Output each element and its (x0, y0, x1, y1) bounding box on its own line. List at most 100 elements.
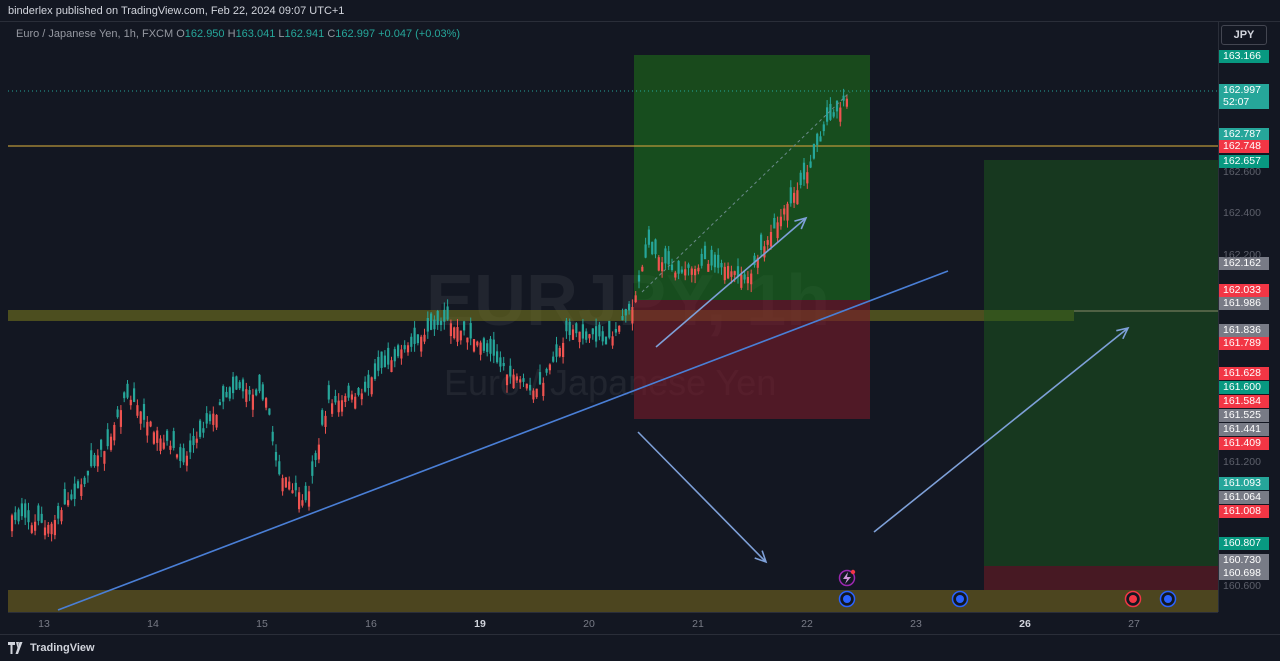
candle-body (278, 461, 281, 475)
candle-body (601, 331, 604, 342)
candle-body (515, 376, 518, 381)
candle-body (670, 264, 674, 271)
candle-body (241, 379, 245, 392)
candle-body (634, 295, 637, 303)
time-tick-label: 23 (910, 618, 922, 630)
price-tick-label: 160.600 (1223, 580, 1261, 592)
candle-body (707, 263, 710, 272)
candle-body (403, 345, 406, 350)
candle-body (604, 336, 608, 345)
candle-body (631, 307, 634, 324)
candle-body (555, 344, 558, 357)
candle-body (311, 461, 314, 476)
time-tick-label: 15 (256, 618, 268, 630)
candle-body (331, 403, 334, 414)
legend-open: 162.950 (184, 28, 225, 40)
candle-body (86, 470, 89, 476)
candle-body (307, 491, 311, 507)
tradingview-logo[interactable]: TradingView (8, 642, 95, 654)
candle-body (773, 218, 776, 229)
candle-body (321, 410, 324, 425)
candle-body (146, 421, 149, 436)
time-axis[interactable]: 13 14 15 16 19 20 21 22 23 26 27 (8, 612, 1218, 634)
candle-body (806, 172, 809, 184)
candle-body (63, 489, 66, 505)
notification-dot (850, 569, 856, 575)
candle-body (760, 234, 763, 251)
candle-body (20, 503, 23, 517)
candle-body (274, 451, 278, 461)
candle-body (436, 310, 439, 325)
candle-body (370, 377, 373, 395)
arrow-up-2 (873, 327, 1129, 533)
flash-glyph-icon (843, 572, 851, 584)
candle-body (575, 323, 578, 334)
time-tick-label: 14 (147, 618, 159, 630)
candle-body (208, 414, 212, 422)
price-axis[interactable] (1218, 22, 1280, 612)
candle-body (67, 500, 70, 506)
price-label: 162.997 (1219, 84, 1269, 97)
candle-body (499, 357, 502, 367)
candle-body (525, 383, 528, 389)
candle-body (37, 505, 40, 521)
candle-body (829, 103, 832, 120)
candle-body (717, 254, 720, 268)
candle-body (608, 320, 611, 338)
candle-body (489, 338, 492, 354)
candle-body (93, 455, 96, 466)
candle-body (126, 383, 129, 398)
candle-body (453, 327, 456, 339)
candle-body (397, 345, 400, 357)
candle-body (522, 378, 525, 382)
legend-l-label: L (278, 28, 285, 40)
candle-body (340, 400, 344, 412)
candle-body (159, 438, 162, 451)
candle-body (578, 331, 581, 343)
candle-body (647, 229, 650, 245)
candle-body (73, 483, 76, 499)
price-label: 161.093 (1219, 477, 1269, 490)
long-position-target-band (634, 55, 870, 90)
time-tick-label: 19 (474, 618, 486, 630)
price-label: 161.584 (1219, 395, 1269, 408)
candle-body (779, 216, 782, 227)
candle-body (205, 413, 208, 424)
candle-body (664, 248, 667, 264)
candle-body (172, 431, 175, 448)
chart-pane[interactable]: EURJPY, 1h Euro / Japanese Yen (8, 22, 1218, 612)
time-tick-label: 21 (692, 618, 704, 630)
candle-body (377, 356, 380, 371)
candle-body (43, 527, 47, 536)
candle-body (694, 268, 697, 276)
candle-body (750, 273, 753, 285)
candle-body (538, 372, 542, 385)
candle-body (736, 266, 740, 277)
candle-body (199, 420, 202, 437)
price-label: 161.008 (1219, 505, 1269, 518)
candle-body (727, 266, 730, 279)
price-label: 52:07 (1219, 96, 1269, 109)
candle-body (364, 381, 367, 392)
currency-button[interactable]: JPY (1221, 25, 1267, 45)
candle-body (367, 374, 370, 388)
candle-body (720, 262, 723, 268)
candle-body (314, 453, 317, 461)
candle-body (783, 208, 786, 215)
legend-symbol: Euro / Japanese Yen, 1h, FXCM (16, 28, 174, 40)
candle-body (680, 269, 683, 273)
publish-header: binderlex published on TradingView.com, … (0, 0, 1280, 22)
candle-body (60, 510, 63, 522)
candle-body (532, 390, 535, 400)
candle-body (235, 376, 238, 390)
candle-body (548, 364, 551, 371)
candle-body (149, 421, 152, 427)
candle-body (113, 424, 116, 441)
price-tick-label: 162.200 (1223, 249, 1261, 261)
candle-body (17, 509, 20, 522)
candle-body (657, 257, 660, 271)
candle-body (136, 405, 139, 416)
candle-body (354, 396, 357, 409)
chart-canvas[interactable] (8, 22, 1218, 612)
price-label: 161.525 (1219, 409, 1269, 422)
